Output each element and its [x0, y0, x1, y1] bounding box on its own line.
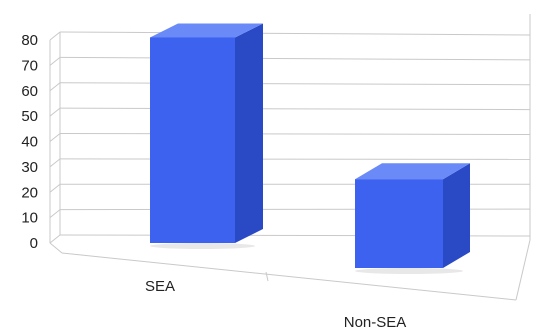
- gridline-side: [49, 82, 61, 92]
- category-label: SEA: [145, 278, 175, 295]
- bar-shadow: [150, 243, 255, 249]
- gridline: [59, 31, 531, 36]
- gridline-side: [49, 158, 61, 168]
- y-tick-label: 50: [21, 108, 38, 125]
- bar-sea: [150, 23, 263, 249]
- y-tick-label: 80: [21, 32, 38, 49]
- bar-top-face: [355, 163, 470, 180]
- y-tick-label: 0: [30, 235, 38, 252]
- gridline-side: [49, 209, 61, 219]
- gridline-side: [49, 31, 61, 41]
- bar-shadow: [355, 268, 463, 274]
- bar-side-face: [235, 23, 263, 244]
- category-label: Non-SEA: [344, 314, 407, 331]
- gridline-side: [49, 107, 61, 117]
- bars: [150, 23, 470, 274]
- gridline: [59, 133, 531, 135]
- bar-non-sea: [355, 163, 470, 274]
- y-tick-label: 10: [21, 210, 38, 227]
- gridline: [59, 56, 531, 61]
- floor-front-edge: [61, 252, 517, 301]
- gridline: [59, 82, 531, 86]
- gridline: [59, 158, 531, 160]
- y-tick-label: 70: [21, 57, 38, 74]
- gridline-side: [49, 183, 61, 193]
- category-divider: [265, 271, 269, 282]
- y-tick-label: 40: [21, 134, 38, 151]
- floor-left-edge: [49, 242, 63, 254]
- bar-top-face: [150, 23, 263, 38]
- gridline-side: [49, 234, 61, 244]
- bar-front-face: [150, 37, 235, 244]
- gridlines: [49, 31, 531, 244]
- y-tick-label: 30: [21, 159, 38, 176]
- gridline: [59, 107, 531, 111]
- axes: [49, 14, 531, 301]
- labels: 0 10 20 30 40 50 60 70 80 SEA Non-SEA: [21, 32, 406, 331]
- y-tick-label: 20: [21, 184, 38, 201]
- floor-right-edge: [515, 239, 531, 301]
- gridline-side: [49, 56, 61, 66]
- gridline-side: [49, 133, 61, 142]
- bar-side-face: [443, 163, 470, 268]
- bar-front-face: [355, 179, 443, 268]
- y-tick-label: 60: [21, 83, 38, 100]
